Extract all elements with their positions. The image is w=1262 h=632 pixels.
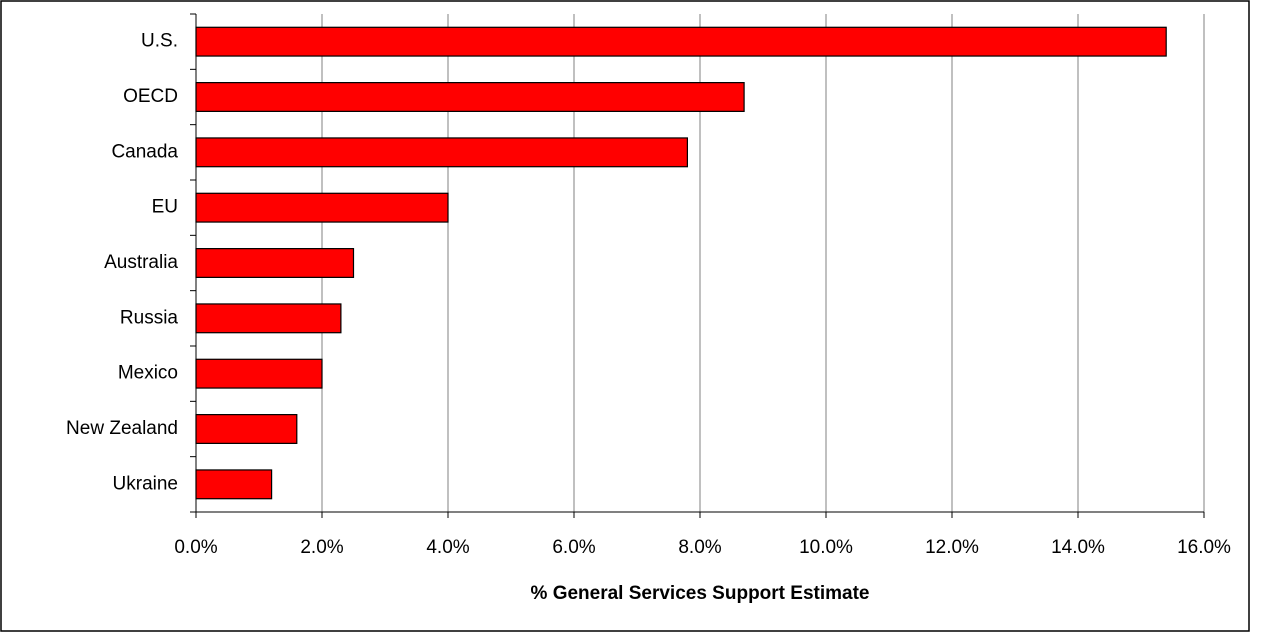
bar [195, 414, 298, 444]
x-tick-label: 6.0% [552, 537, 595, 558]
y-tick-label: Australia [104, 252, 178, 273]
x-tick-label: 0.0% [174, 537, 217, 558]
bar [195, 469, 273, 500]
y-tick-label: Canada [111, 141, 178, 162]
x-tick-label: 2.0% [300, 537, 343, 558]
bar [195, 192, 449, 223]
bar [195, 137, 688, 168]
y-tick-label: New Zealand [66, 418, 178, 439]
y-tick-label: U.S. [141, 31, 178, 52]
y-tick-label: Mexico [118, 363, 178, 384]
bar [195, 303, 342, 334]
x-tick-label: 12.0% [925, 537, 979, 558]
x-tick-label: 8.0% [678, 537, 721, 558]
bar [195, 358, 323, 389]
x-axis-title: % General Services Support Estimate [531, 583, 870, 604]
x-tick-label: 10.0% [799, 537, 853, 558]
y-tick-label: OECD [123, 86, 178, 107]
y-tick-label: Ukraine [113, 473, 178, 494]
y-tick-label: EU [152, 197, 178, 218]
x-tick-label: 16.0% [1177, 537, 1231, 558]
bar [195, 248, 355, 278]
bar [195, 26, 1167, 57]
y-tick-label: Russia [120, 307, 179, 328]
x-tick-label: 14.0% [1051, 537, 1105, 558]
x-tick-label: 4.0% [426, 537, 469, 558]
bar [195, 82, 745, 112]
